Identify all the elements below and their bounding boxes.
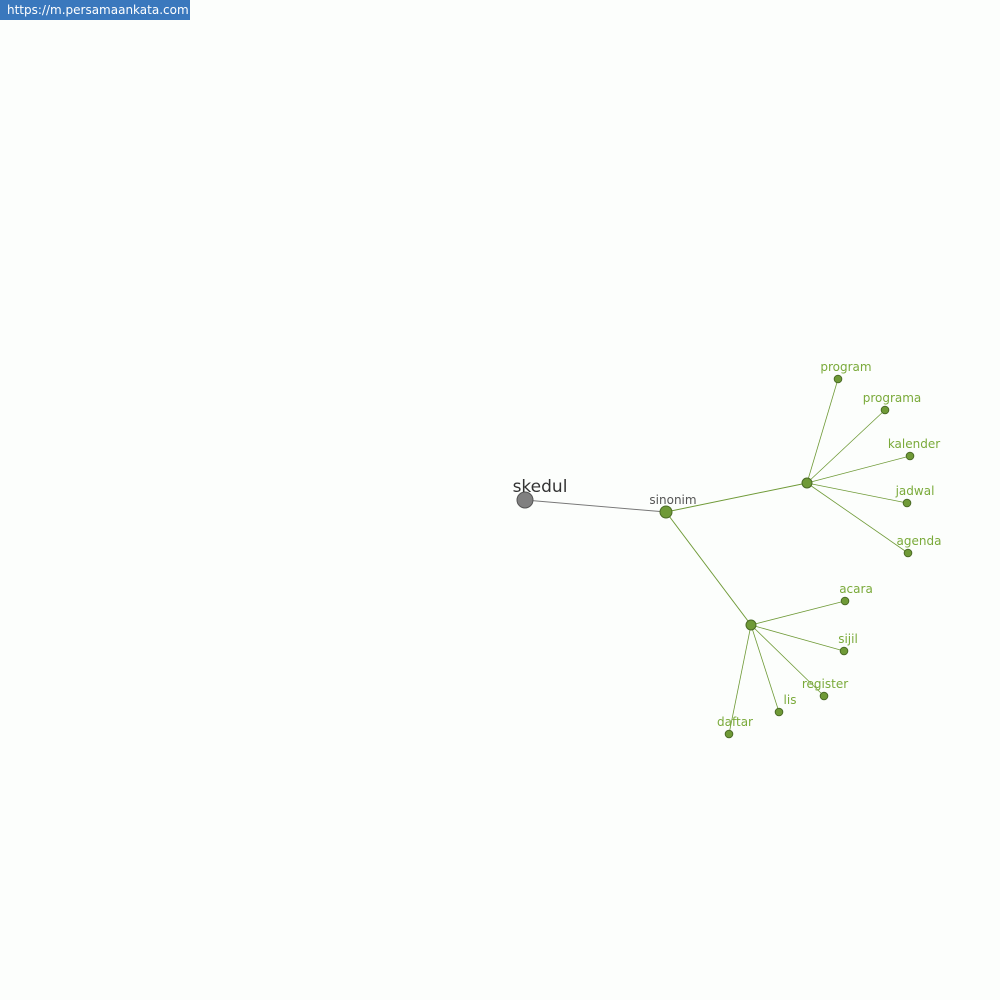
edge-root-relation [524, 499, 667, 513]
edge-acara [750, 600, 846, 626]
edge-agenda [806, 482, 909, 554]
label-programa[interactable]: programa [863, 391, 922, 405]
node-daftar[interactable] [724, 729, 734, 739]
node-jadwal[interactable] [902, 498, 912, 508]
relation-label: sinonim [649, 493, 696, 507]
node-acara[interactable] [840, 596, 850, 606]
node-sijil[interactable] [839, 646, 849, 656]
edge-jadwal [806, 482, 908, 504]
node-lis[interactable] [774, 707, 784, 717]
group-node[interactable] [745, 619, 757, 631]
edge-lis [750, 624, 780, 713]
label-register[interactable]: register [802, 677, 848, 691]
edge-daftar [728, 624, 752, 735]
node-programa[interactable] [880, 405, 890, 415]
label-daftar[interactable]: daftar [717, 715, 753, 729]
root-label: skedul [513, 477, 568, 497]
edge-kalender [806, 455, 911, 484]
group-node[interactable] [801, 477, 813, 489]
edge-sijil [750, 624, 845, 652]
label-kalender[interactable]: kalender [888, 437, 940, 451]
node-agenda[interactable] [903, 548, 913, 558]
edge-programa [806, 409, 886, 484]
node-program[interactable] [833, 374, 843, 384]
label-jadwal[interactable]: jadwal [895, 484, 935, 498]
label-lis[interactable]: lis [784, 693, 797, 707]
label-sijil[interactable]: sijil [838, 632, 858, 646]
edge-program [806, 378, 839, 484]
node-kalender[interactable] [905, 451, 915, 461]
label-agenda[interactable]: agenda [897, 534, 942, 548]
label-acara[interactable]: acara [839, 582, 873, 596]
edge-relation-group [665, 511, 752, 626]
edge-relation-group [665, 482, 808, 513]
edge-register [750, 624, 825, 697]
root-node[interactable] [516, 491, 534, 509]
relation-node[interactable] [659, 505, 673, 519]
label-program[interactable]: program [820, 360, 871, 374]
node-register[interactable] [819, 691, 829, 701]
site-url-badge[interactable]: https://m.persamaankata.com [0, 0, 190, 20]
